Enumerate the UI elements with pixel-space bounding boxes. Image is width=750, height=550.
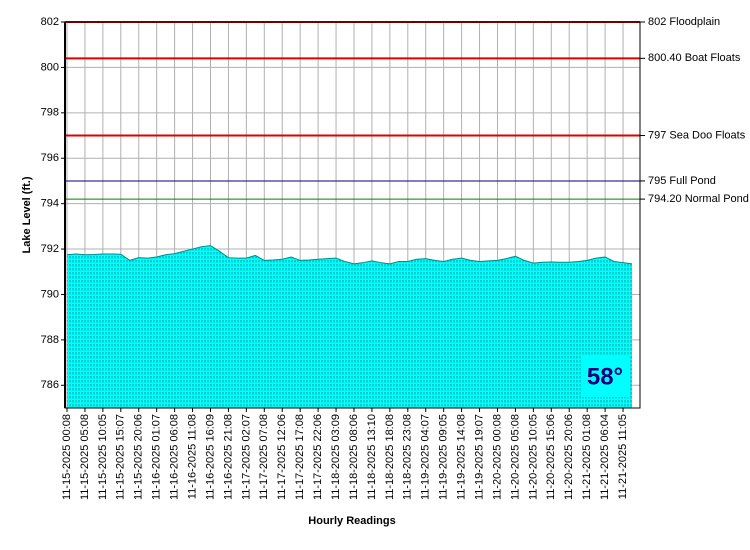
x-tick-label: 11-21-2025 06:04 [599, 414, 611, 500]
reference-label: 800.40 Boat Floats [648, 52, 741, 64]
y-tick-label: 788 [41, 334, 59, 346]
x-tick-label: 11-20-2025 00:08 [491, 414, 503, 500]
y-tick-label: 786 [41, 379, 59, 391]
x-tick-label: 11-17-2025 22:06 [312, 414, 324, 500]
x-tick-label: 11-15-2025 10:05 [97, 414, 109, 500]
x-tick-label: 11-15-2025 15:07 [115, 414, 127, 500]
x-tick-label: 11-21-2025 11:05 [617, 414, 629, 499]
reference-label: 797 Sea Doo Floats [648, 129, 746, 141]
y-tick-label: 796 [41, 152, 59, 164]
x-tick-label: 11-20-2025 10:05 [527, 414, 539, 500]
x-tick-label: 11-18-2025 23:08 [402, 414, 414, 500]
x-tick-label: 11-16-2025 21:08 [222, 414, 234, 500]
x-tick-label: 11-16-2025 01:07 [151, 414, 163, 500]
y-tick-label: 798 [41, 107, 59, 119]
y-tick-label: 800 [41, 61, 59, 73]
reference-label: 802 Floodplain [648, 16, 720, 28]
area-line [66, 245, 633, 265]
y-tick-label: 802 [41, 16, 59, 28]
x-tick-label: 11-18-2025 03:09 [330, 414, 342, 500]
x-tick-label: 11-21-2025 01:08 [581, 414, 593, 500]
x-tick-label: 11-16-2025 11:08 [186, 414, 198, 499]
x-tick-label: 11-20-2025 15:06 [545, 414, 557, 500]
y-axis-title: Lake Level (ft.) [21, 176, 33, 253]
x-tick-label: 11-18-2025 13:10 [366, 414, 378, 500]
temperature-label: 58° [587, 363, 623, 390]
x-axis-title: Hourly Readings [308, 515, 395, 527]
x-tick-label: 11-17-2025 07:08 [258, 414, 270, 500]
area-fill [67, 245, 632, 408]
x-tick-label: 11-19-2025 14:08 [456, 414, 468, 500]
reference-label: 795 Full Pond [648, 175, 716, 187]
x-tick-label: 11-15-2025 20:06 [133, 414, 145, 500]
x-tick-label: 11-18-2025 18:08 [384, 414, 396, 500]
x-tick-label: 11-16-2025 16:09 [204, 414, 216, 500]
x-tick-label: 11-19-2025 19:07 [473, 414, 485, 500]
y-tick-label: 790 [41, 288, 59, 300]
temperature-badge [581, 355, 629, 397]
x-tick-label: 11-19-2025 09:05 [438, 414, 450, 500]
x-tick-label: 11-15-2025 05:08 [79, 414, 91, 500]
x-tick-label: 11-15-2025 00:08 [61, 414, 73, 500]
x-tick-label: 11-17-2025 12:06 [276, 414, 288, 500]
x-tick-label: 11-17-2025 02:07 [240, 414, 252, 500]
x-tick-label: 11-19-2025 04:07 [420, 414, 432, 500]
x-tick-label: 11-20-2025 05:08 [509, 414, 521, 500]
y-tick-label: 794 [41, 198, 59, 210]
x-tick-label: 11-17-2025 17:08 [294, 414, 306, 500]
x-tick-label: 11-16-2025 06:08 [169, 414, 181, 500]
reference-label: 794.20 Normal Pond [648, 193, 749, 205]
x-tick-label: 11-18-2025 08:06 [348, 414, 360, 500]
x-tick-label: 11-20-2025 20:06 [563, 414, 575, 500]
y-tick-label: 792 [41, 243, 59, 255]
